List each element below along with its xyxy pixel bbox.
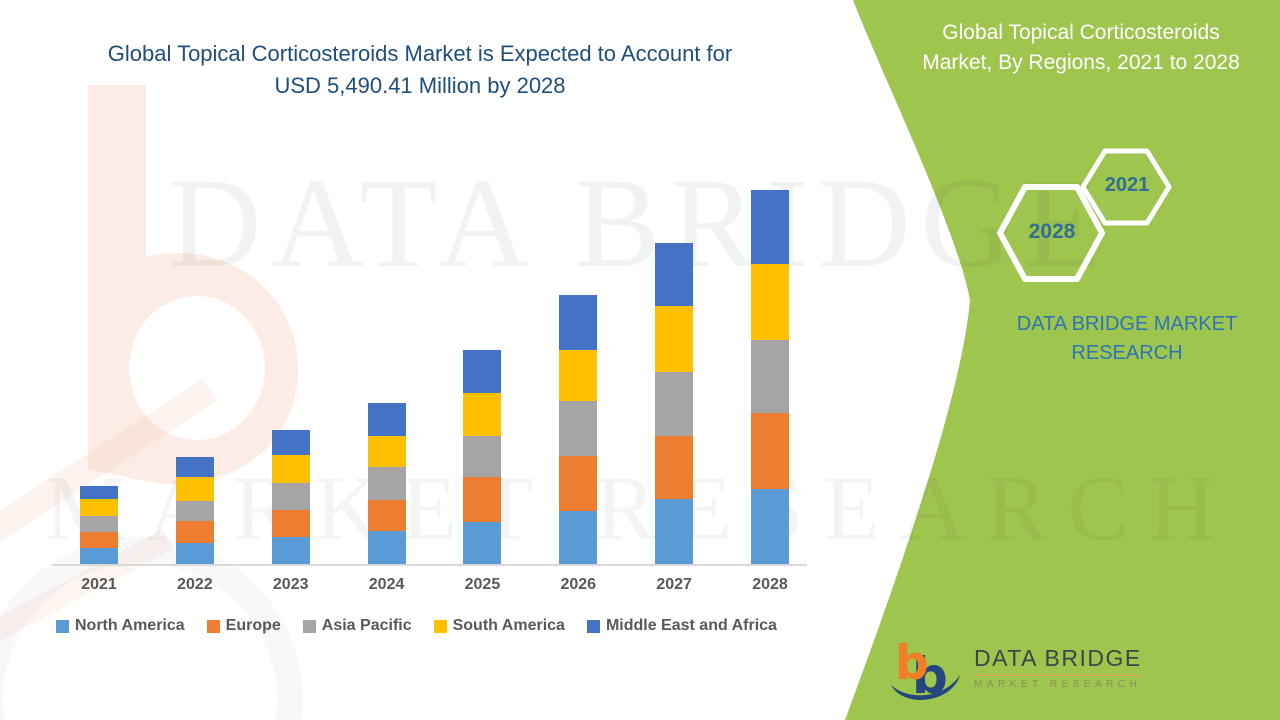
bar-2026 xyxy=(559,294,598,564)
legend-label: South America xyxy=(452,617,565,634)
bar-segment xyxy=(655,436,694,499)
legend-label: Asia Pacific xyxy=(321,617,412,634)
x-axis-label: 2026 xyxy=(560,576,597,593)
watermark-b-logo xyxy=(0,85,303,720)
watermark-text-line1: DATA BRIDGE xyxy=(168,152,1112,294)
bar-segment xyxy=(175,521,214,544)
hexagon-year-2028: 2028 xyxy=(1028,220,1076,243)
bar-segment xyxy=(655,371,694,437)
company-logo-divider xyxy=(974,674,1142,676)
legend-swatch xyxy=(206,619,220,633)
bar-2023 xyxy=(271,430,310,564)
legend-label: North America xyxy=(75,617,185,634)
bar-segment xyxy=(367,435,406,467)
bar-segment xyxy=(367,531,406,564)
bar-segment xyxy=(463,350,502,394)
legend-item: Asia Pacific xyxy=(302,617,412,635)
bar-segment xyxy=(175,477,214,502)
company-logo: b b DATA BRIDGE MARKET RESEARCH xyxy=(888,633,1142,703)
bar-segment xyxy=(559,401,598,457)
bar-segment xyxy=(80,485,118,499)
bar-segment xyxy=(463,522,502,564)
x-axis-label: 2024 xyxy=(368,576,405,593)
bar-segment xyxy=(463,393,502,437)
bar-2021 xyxy=(80,485,118,564)
legend-item: South America xyxy=(433,617,565,635)
brand-name-line2: RESEARCH xyxy=(1071,342,1183,364)
bar-segment xyxy=(750,339,789,414)
bar-segment xyxy=(175,501,214,522)
hexagon-year-2021: 2021 xyxy=(1104,174,1150,196)
bar-segment xyxy=(559,456,598,511)
bar-segment xyxy=(559,350,598,402)
chart-legend: North America Europe Asia Pacific South Ame… xyxy=(56,617,777,635)
svg-text:b: b xyxy=(895,636,929,691)
bar-segment xyxy=(463,436,502,478)
company-logo-name: DATA BRIDGE xyxy=(974,645,1142,672)
bar-segment xyxy=(559,510,598,564)
bar-segment xyxy=(80,531,118,549)
watermark-text-line2: MARKET RESEARCH xyxy=(44,457,1236,559)
bar-segment xyxy=(271,483,310,510)
x-axis-label: 2021 xyxy=(81,576,117,593)
bar-segment xyxy=(750,489,789,564)
legend-swatch xyxy=(56,619,69,633)
main-title-line1: Global Topical Corticosteroids Market is… xyxy=(107,41,733,66)
bar-segment xyxy=(367,500,406,531)
main-title: Global Topical Corticosteroids Market is… xyxy=(30,38,810,102)
side-panel-title-line2: Market, By Regions, 2021 to 2028 xyxy=(922,50,1240,74)
legend-item: Europe xyxy=(206,617,281,635)
bar-segment xyxy=(175,457,214,478)
brand-name-line1: DATA BRIDGE MARKET xyxy=(1016,313,1238,335)
bar-segment xyxy=(80,498,118,516)
bar-segment xyxy=(271,430,310,455)
bar-segment xyxy=(750,189,789,265)
bar-segment xyxy=(750,264,789,340)
bar-segment xyxy=(80,548,118,564)
legend-item: North America xyxy=(56,617,185,635)
bar-segment xyxy=(655,243,694,307)
bar-segment xyxy=(559,294,598,351)
side-panel-title: Global Topical Corticosteroids Market, B… xyxy=(895,18,1267,78)
brand-name-text: DATA BRIDGE MARKET RESEARCH xyxy=(982,310,1272,368)
company-logo-tagline: MARKET RESEARCH xyxy=(974,678,1142,690)
legend-item: Middle East and Africa xyxy=(586,617,777,635)
x-axis-label: 2027 xyxy=(656,576,692,593)
main-title-line2: USD 5,490.41 Million by 2028 xyxy=(274,72,566,98)
hexagon-badges xyxy=(997,148,1172,282)
company-logo-icon: b b xyxy=(891,636,960,703)
bar-segment xyxy=(463,477,502,523)
bar-2024 xyxy=(367,403,406,564)
legend-label: Middle East and Africa xyxy=(605,617,777,634)
bar-segment xyxy=(271,510,310,537)
bar-segment xyxy=(271,455,310,483)
legend-label: Europe xyxy=(225,617,281,634)
bar-2027 xyxy=(655,243,694,564)
x-axis-label: 2025 xyxy=(464,576,501,593)
company-logo-text: DATA BRIDGE MARKET RESEARCH xyxy=(974,645,1142,690)
legend-swatch xyxy=(433,619,447,633)
bar-segment xyxy=(271,537,310,564)
bar-2028 xyxy=(750,189,789,564)
x-axis-line xyxy=(52,564,807,566)
legend-swatch xyxy=(302,619,316,633)
x-axis-label: 2028 xyxy=(752,576,788,593)
legend-swatch xyxy=(586,619,600,633)
bar-segment xyxy=(80,515,118,532)
x-axis-label: 2022 xyxy=(177,576,213,593)
bar-segment xyxy=(655,306,694,372)
side-panel-title-line1: Global Topical Corticosteroids xyxy=(942,21,1220,44)
bar-2025 xyxy=(463,350,502,564)
bar-segment xyxy=(175,543,214,564)
bar-segment xyxy=(367,467,406,500)
bar-2022 xyxy=(175,457,214,564)
bar-segment xyxy=(750,413,789,489)
x-axis-label: 2023 xyxy=(272,576,309,593)
bar-segment xyxy=(367,403,406,436)
bar-segment xyxy=(655,498,694,564)
